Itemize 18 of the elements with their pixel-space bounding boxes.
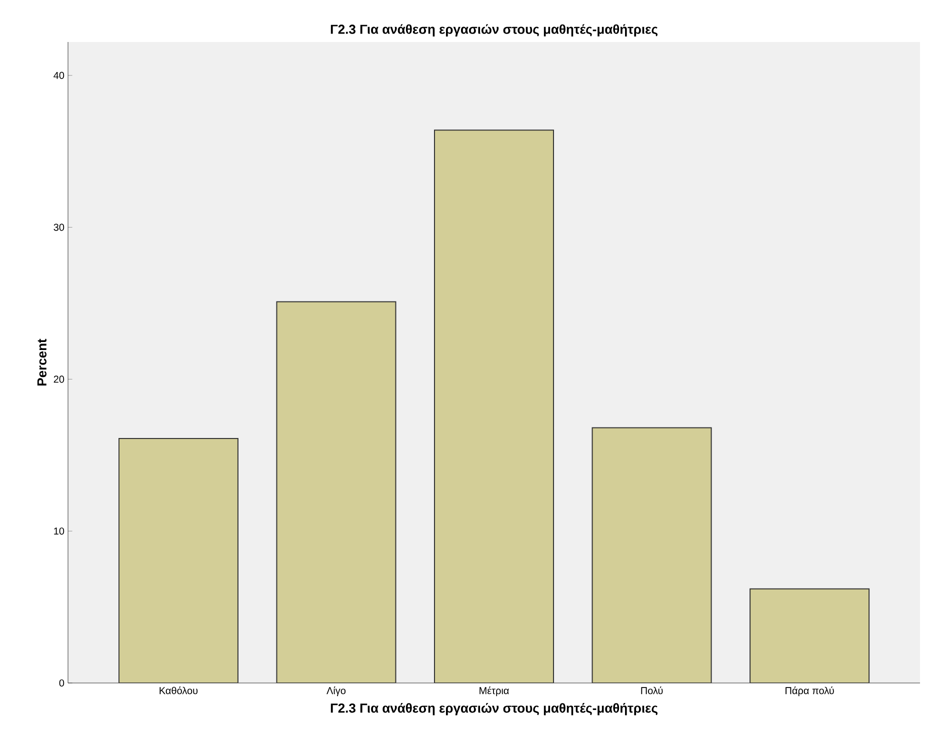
bar: [592, 427, 712, 683]
y-axis-title: Percent: [37, 338, 46, 386]
bar: [118, 438, 238, 683]
bar: [750, 588, 870, 683]
x-tick-label: Καθόλου: [160, 686, 198, 694]
x-tick-label: Λίγο: [326, 686, 346, 696]
y-tick-label: 30: [54, 224, 64, 231]
y-tick-label: 40: [54, 72, 64, 79]
chart-title: Γ2.3 Για ανάθεση εργασιών στους μαθητές-μαθήτριες: [330, 24, 658, 36]
x-tick-label: Μέτρια: [480, 686, 509, 696]
x-axis-title: Γ2.3 Για ανάθεση εργασιών στους μαθητές-μαθήτριες: [330, 703, 658, 716]
y-tick-label: 0: [59, 679, 64, 687]
x-tick-label: Πάρα πολύ: [786, 686, 834, 696]
x-tick-label: Πολύ: [641, 686, 663, 694]
y-tick-label: 10: [54, 528, 64, 535]
bar: [434, 130, 554, 683]
bar: [276, 301, 396, 683]
y-tick-label: 20: [54, 376, 64, 383]
